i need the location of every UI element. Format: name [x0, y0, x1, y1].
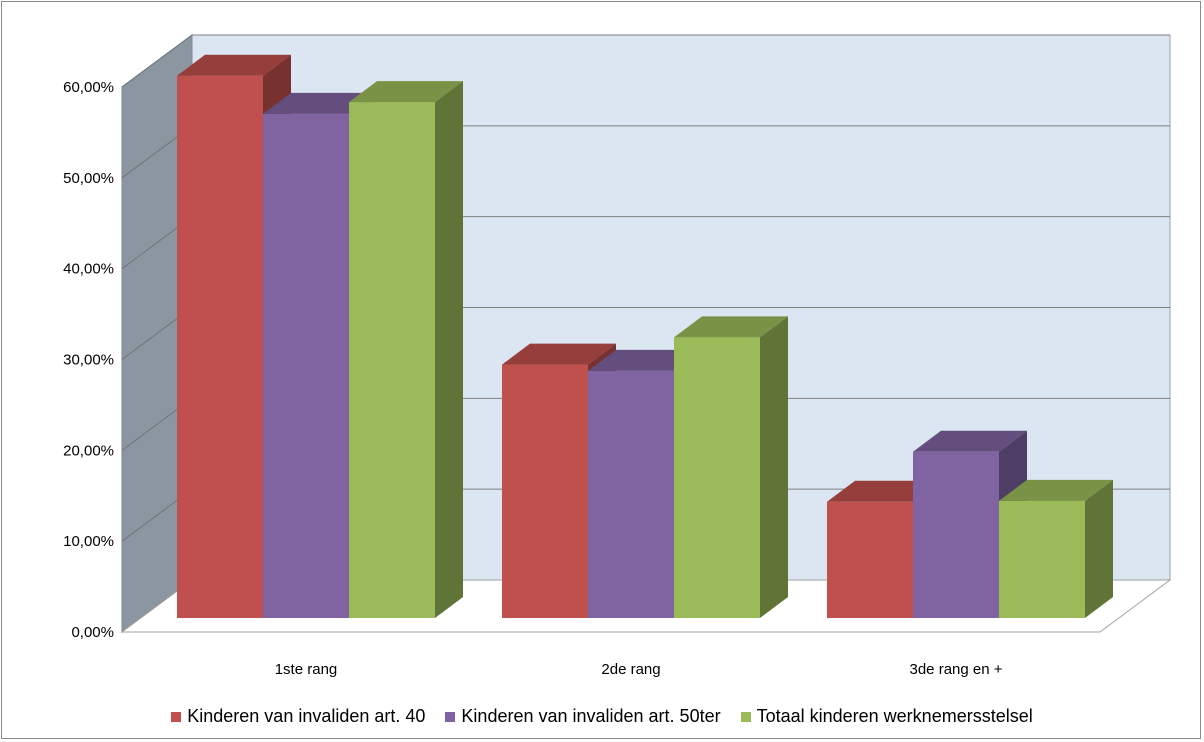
bar-front — [349, 102, 435, 619]
bar-front — [177, 75, 263, 619]
bar-front — [502, 364, 588, 618]
x-axis-labels: 1ste rang 2de rang 3de rang en + — [275, 661, 1003, 678]
legend-label: Kinderen van invaliden art. 50ter — [461, 706, 721, 726]
legend-item: Totaal kinderen werknemersstelsel — [740, 706, 1033, 727]
bar-front — [999, 500, 1085, 618]
y-tick-label: 50,00% — [63, 170, 114, 187]
bar-top — [913, 430, 1027, 452]
y-tick-label: 40,00% — [63, 261, 114, 278]
bar-top — [263, 92, 377, 114]
bar-side — [1085, 479, 1113, 618]
bar-front — [588, 370, 674, 618]
bar-top — [674, 316, 788, 338]
x-category-label: 3de rang en + — [910, 661, 1003, 678]
legend-item: Kinderen van invaliden art. 50ter — [445, 706, 721, 727]
legend: Kinderen van invaliden art. 40 Kinderen v… — [0, 706, 1204, 727]
bar — [349, 81, 463, 619]
y-tick-label: 60,00% — [63, 79, 114, 96]
bar-front — [827, 501, 913, 618]
bar — [999, 479, 1113, 618]
y-tick-label: 30,00% — [63, 352, 114, 369]
legend-label: Totaal kinderen werknemersstelsel — [756, 706, 1033, 726]
y-tick-label: 20,00% — [63, 442, 114, 459]
bar-chart: 0,00% 10,00% 20,00% 30,00% 40,00% 50,00% 60,00… — [63, 34, 1172, 678]
x-category-label: 1ste rang — [275, 661, 338, 678]
legend-swatch — [445, 711, 456, 722]
legend-swatch — [171, 711, 182, 722]
bars — [177, 54, 1113, 619]
bar-side — [760, 316, 788, 618]
bar-front — [263, 113, 349, 618]
y-axis-ticks: 0,00% 10,00% 20,00% 30,00% 40,00% 50,00% 60,00… — [63, 79, 114, 641]
y-tick-label: 0,00% — [71, 624, 114, 641]
gridline-side — [121, 34, 193, 88]
bar-top — [827, 480, 941, 502]
legend-swatch — [740, 711, 751, 722]
bar-top — [999, 479, 1113, 501]
x-category-label: 2de rang — [601, 661, 660, 678]
legend-item: Kinderen van invaliden art. 40 — [171, 706, 425, 727]
bar-side — [435, 81, 463, 619]
bar-front — [674, 337, 760, 618]
legend-label: Kinderen van invaliden art. 40 — [187, 706, 426, 726]
bar-top — [177, 54, 291, 76]
bar-top — [349, 81, 463, 103]
bar-top — [588, 349, 702, 371]
bar — [674, 316, 788, 618]
y-tick-label: 10,00% — [63, 533, 114, 550]
bar-top — [502, 343, 616, 365]
bar-front — [913, 451, 999, 618]
